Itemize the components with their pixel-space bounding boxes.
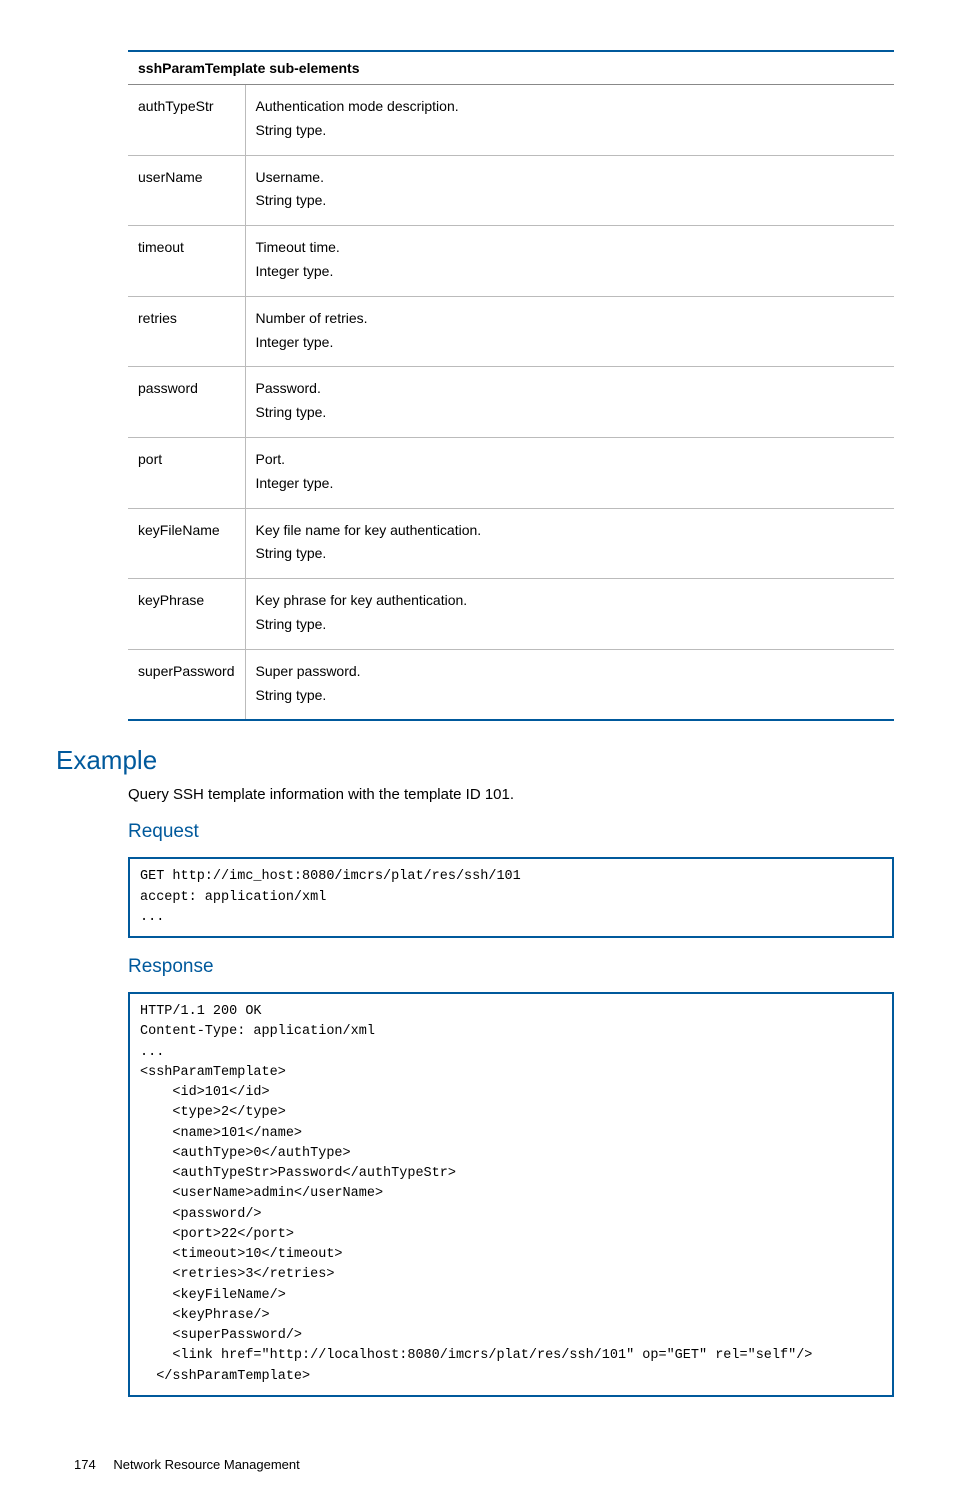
table-row: passwordPassword.String type. (128, 367, 894, 438)
row-desc: Key file name for key authentication.Str… (245, 508, 894, 579)
row-key: port (128, 437, 245, 508)
page-number: 174 (74, 1457, 96, 1472)
page-footer: 174 Network Resource Management (74, 1457, 894, 1472)
row-key: keyFileName (128, 508, 245, 579)
row-desc: Key phrase for key authentication.String… (245, 579, 894, 650)
row-desc: Timeout time.Integer type. (245, 226, 894, 297)
row-key: keyPhrase (128, 579, 245, 650)
table-row: keyPhraseKey phrase for key authenticati… (128, 579, 894, 650)
table-row: retriesNumber of retries.Integer type. (128, 296, 894, 367)
response-code: HTTP/1.1 200 OK Content-Type: applicatio… (128, 992, 894, 1397)
request-code: GET http://imc_host:8080/imcrs/plat/res/… (128, 857, 894, 938)
example-heading: Example (56, 745, 894, 776)
row-desc: Username.String type. (245, 155, 894, 226)
row-key: retries (128, 296, 245, 367)
table-row: keyFileNameKey file name for key authent… (128, 508, 894, 579)
footer-title: Network Resource Management (113, 1457, 299, 1472)
table-row: timeoutTimeout time.Integer type. (128, 226, 894, 297)
row-desc: Password.String type. (245, 367, 894, 438)
table-row: superPasswordSuper password.String type. (128, 649, 894, 720)
row-desc: Port.Integer type. (245, 437, 894, 508)
row-key: authTypeStr (128, 85, 245, 156)
table-row: authTypeStrAuthentication mode descripti… (128, 85, 894, 156)
row-desc: Authentication mode description.String t… (245, 85, 894, 156)
table-row: portPort.Integer type. (128, 437, 894, 508)
row-desc: Super password.String type. (245, 649, 894, 720)
row-key: timeout (128, 226, 245, 297)
table-header: sshParamTemplate sub-elements (128, 51, 894, 85)
request-heading: Request (128, 821, 894, 843)
row-key: superPassword (128, 649, 245, 720)
row-desc: Number of retries.Integer type. (245, 296, 894, 367)
response-heading: Response (128, 956, 894, 978)
example-description: Query SSH template information with the … (128, 786, 894, 803)
sub-elements-table: sshParamTemplate sub-elements authTypeSt… (128, 50, 894, 721)
row-key: password (128, 367, 245, 438)
row-key: userName (128, 155, 245, 226)
table-row: userNameUsername.String type. (128, 155, 894, 226)
